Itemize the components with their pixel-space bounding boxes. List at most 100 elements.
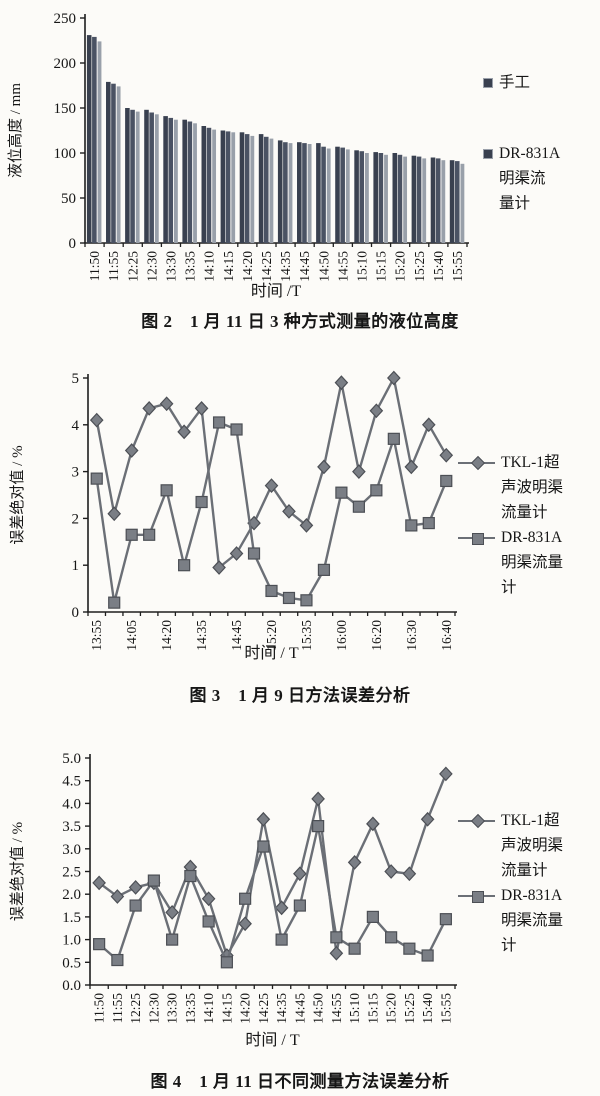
- bar-series-2: [302, 143, 307, 243]
- bar-series-2: [168, 117, 174, 243]
- bar-series-2: [416, 156, 422, 243]
- bar-series-2: [225, 131, 231, 243]
- x-tick-label: 13:55: [89, 620, 104, 651]
- line-square-marker-icon: [458, 883, 498, 908]
- legend-label: TKL-1超 声波明渠 流量计: [501, 812, 564, 879]
- diamond-marker: [159, 396, 174, 412]
- diamond-marker: [421, 417, 436, 433]
- diamond-marker: [352, 464, 366, 479]
- square-marker: [147, 874, 160, 887]
- diamond-marker: [402, 866, 417, 882]
- square-marker: [257, 840, 270, 853]
- diamond-marker: [293, 866, 307, 882]
- x-axis-title: 时间 /T: [251, 282, 301, 300]
- diamond-marker: [212, 560, 226, 575]
- y-tick-label: 2.5: [62, 865, 81, 881]
- diamond-marker: [404, 459, 419, 475]
- x-tick-label: 14:45: [229, 620, 244, 651]
- square-marker: [300, 594, 313, 607]
- x-tick-label: 11:50: [87, 251, 102, 281]
- x-tick-label: 11:55: [110, 993, 125, 1023]
- bar-series-3: [307, 144, 312, 243]
- line-diamond-marker-icon: [458, 808, 498, 833]
- bar-series-3: [460, 163, 465, 243]
- bar-series-3: [193, 123, 197, 243]
- square-marker: [335, 486, 348, 499]
- line-chart-canvas: 0 1 2 3 4 5 误差绝对值 / % 时间 / T 13:55 14:05 14:20 14:3…: [9, 370, 457, 662]
- bar-series-1: [297, 142, 302, 243]
- x-tick-label: 14:55: [329, 993, 344, 1024]
- bar-series-2: [378, 153, 384, 243]
- y-tick-label: 1.0: [62, 933, 81, 949]
- figure-2-liquid-level-bar-chart: 0 50 100 150 200 250 液位高度 / mm 时间 /T 11:50 11:55 1…: [0, 0, 600, 348]
- x-tick-label: 14:20: [159, 620, 174, 651]
- square-marker: [403, 942, 416, 955]
- bar-series-3: [365, 153, 369, 243]
- diamond-marker: [317, 459, 331, 475]
- bar-series-3: [403, 156, 408, 243]
- bar-series-2: [321, 146, 326, 243]
- bar-series-1: [106, 81, 111, 244]
- bar-series-2: [244, 134, 250, 243]
- bar-series-1: [316, 143, 321, 243]
- diamond-marker: [165, 904, 179, 920]
- diamond-marker: [384, 864, 398, 879]
- x-tick-label: 14:20: [240, 251, 255, 282]
- y-tick-label: 250: [54, 11, 77, 27]
- figure-3-error-line-chart: 0 1 2 3 4 5 误差绝对值 / % 时间 / T 13:55 14:05 14:20 14:3…: [0, 352, 600, 714]
- bar-series-3: [384, 154, 388, 243]
- bar-series-1: [373, 152, 378, 243]
- line-square-marker-icon: [458, 525, 498, 550]
- figure-2-legend: 手工 DR-831A 明渠流 量计: [483, 70, 598, 216]
- x-tick-label: 12:30: [144, 251, 159, 282]
- figure-3-legend: TKL-1超 声波明渠 流量计 DR-831A 明渠流量计: [458, 450, 600, 600]
- bar-series-1: [411, 155, 417, 243]
- y-tick-label: 5.0: [62, 751, 81, 767]
- square-marker: [317, 563, 331, 576]
- bar-series-1: [335, 146, 340, 243]
- bar-series-1: [392, 153, 398, 243]
- bar-chart-canvas: 0 50 100 150 200 250 液位高度 / mm 时间 /T 11:50 11:55 1…: [7, 11, 469, 300]
- square-marker: [166, 933, 179, 946]
- y-axis-title: 误差绝对值 / %: [9, 445, 26, 544]
- square-marker: [352, 500, 365, 513]
- x-tick-label: 14:50: [311, 993, 326, 1024]
- x-tick-label: 15:40: [431, 251, 446, 282]
- x-tick-label: 15:10: [347, 993, 362, 1024]
- x-tick-label: 15:20: [393, 251, 408, 282]
- y-axis-title: 误差绝对值 / %: [9, 822, 26, 921]
- square-marker: [293, 899, 306, 912]
- bar-series-2: [435, 158, 441, 243]
- y-tick-label: 3.0: [62, 842, 81, 858]
- bar-series-1: [220, 130, 226, 243]
- bar-series-1: [449, 160, 455, 243]
- diamond-marker: [369, 403, 384, 419]
- square-marker: [230, 423, 243, 436]
- figure-2-caption: 图 2 1 月 11 日 3 种方式测量的液位高度: [141, 312, 459, 331]
- diamond-marker: [107, 506, 122, 522]
- x-tick-label: 12:25: [125, 251, 140, 282]
- square-marker: [125, 528, 138, 541]
- y-tick-label: 50: [61, 191, 76, 207]
- x-tick-label: 15:20: [264, 620, 279, 651]
- square-marker: [184, 869, 197, 883]
- diamond-marker: [311, 791, 325, 807]
- y-tick-label: 150: [54, 101, 77, 117]
- x-tick-label: 16:20: [369, 620, 384, 651]
- diamond-marker: [439, 447, 454, 463]
- x-tick-label: 14:10: [202, 251, 217, 282]
- square-marker: [275, 933, 288, 946]
- bar-series-1: [277, 140, 283, 243]
- bar-series-3: [441, 160, 446, 243]
- x-tick-label: 14:45: [297, 251, 312, 282]
- bar-series-3: [326, 148, 331, 243]
- square-marker: [422, 516, 435, 530]
- square-marker: [366, 910, 379, 923]
- x-tick-label: 12:30: [146, 993, 161, 1024]
- bar-series-3: [269, 138, 274, 243]
- diamond-marker: [124, 443, 139, 458]
- line-diamond-marker-icon: [458, 450, 498, 475]
- bar-series-3: [154, 114, 159, 243]
- bar-series-3: [345, 149, 350, 243]
